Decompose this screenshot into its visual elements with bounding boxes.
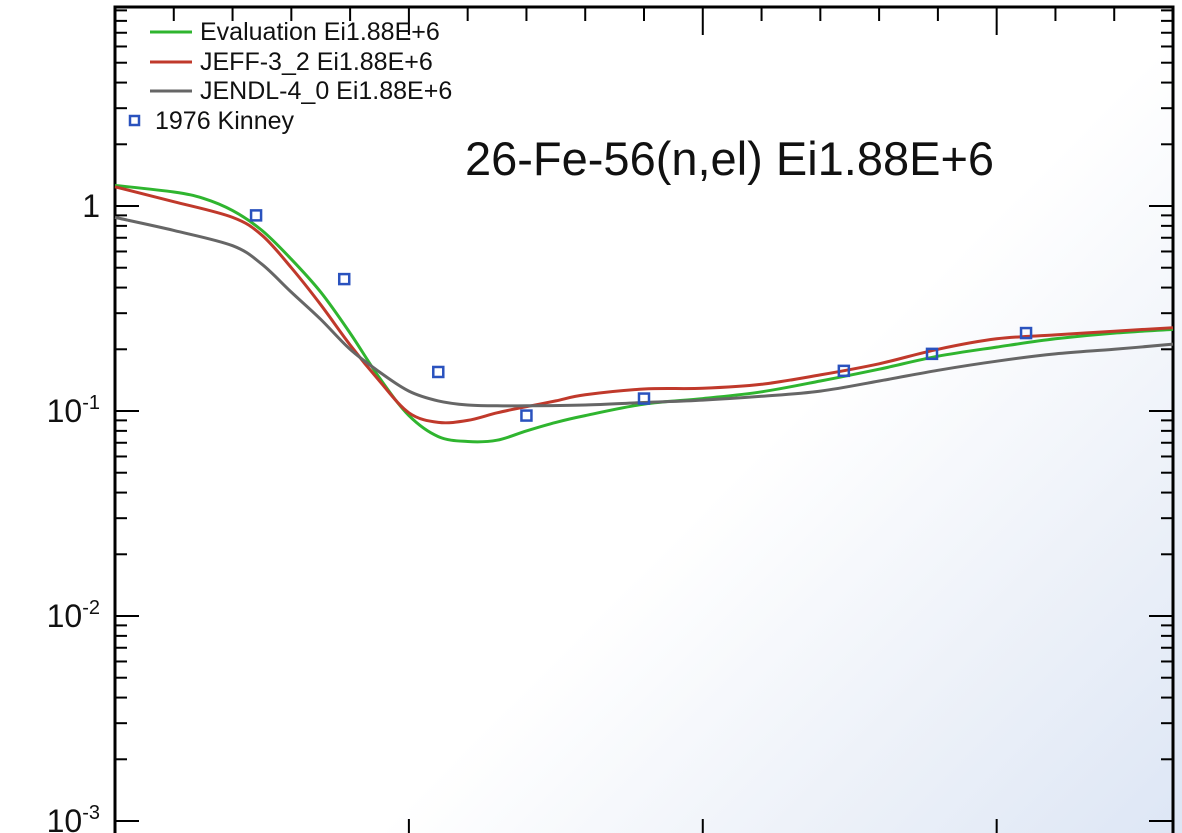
series-line [114, 183, 1174, 444]
data-point [837, 364, 851, 378]
chart-title: 26-Fe-56(n,el) Ei1.88E+6 [465, 132, 994, 185]
axis-ticks [114, 7, 1174, 833]
y-tick-label: 10-3 [47, 802, 100, 833]
data-point [432, 365, 445, 379]
legend-label: Evaluation Ei1.88E+6 [200, 18, 440, 46]
y-tick-labels: 1 10-1 10-2 10-3 [47, 188, 100, 833]
data-point [1019, 326, 1033, 340]
series-line [114, 185, 1174, 425]
y-tick-label: 1 [82, 188, 100, 224]
data-point [337, 272, 351, 286]
legend-label: 1976 Kinney [155, 107, 295, 135]
y-tick-label: 10-1 [47, 392, 100, 429]
legend-swatch [128, 114, 141, 127]
data-point [637, 392, 651, 405]
legend-label: JEFF-3_2 Ei1.88E+6 [200, 48, 433, 76]
legend-label: JENDL-4_0 Ei1.88E+6 [200, 77, 452, 105]
data-point [925, 347, 939, 361]
data-point [520, 409, 533, 422]
data-point [249, 209, 263, 222]
data-points [249, 209, 1033, 422]
series-line [114, 215, 1174, 408]
y-tick-label: 10-2 [47, 597, 100, 634]
